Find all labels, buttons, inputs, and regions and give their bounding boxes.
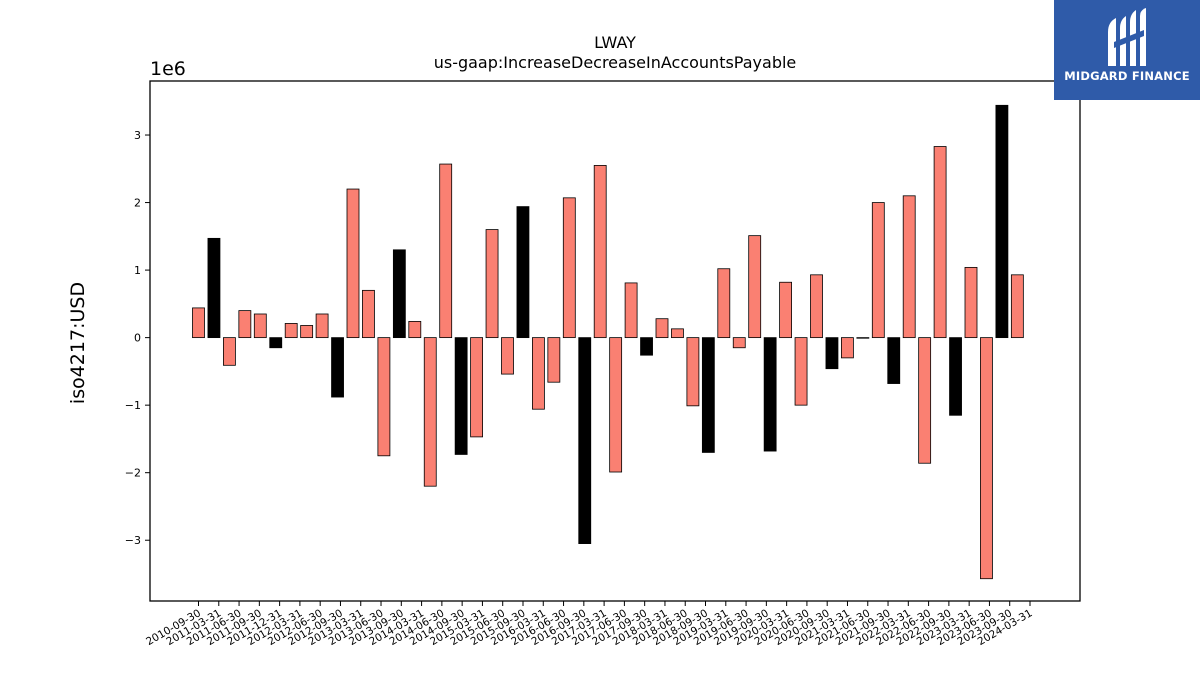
bar [856,337,870,339]
y-multiplier-label: 1e6 [150,58,186,80]
logo-text: MIDGARD FINANCE [1064,69,1190,83]
bar [253,313,267,339]
bar [222,337,236,366]
bar [331,337,344,398]
bar [392,249,406,339]
bar [964,266,978,339]
bars-layer [192,104,1024,580]
bar [717,268,731,339]
bar [902,195,916,339]
bar [377,337,391,457]
bar [516,206,530,339]
bar [423,337,437,487]
bar [825,337,839,370]
bar [439,163,453,339]
bar [949,337,962,416]
bar [593,165,607,339]
bar [671,328,684,339]
bar [779,281,792,339]
bar [732,337,746,349]
bar [501,337,514,375]
bar [238,310,252,339]
bar [609,337,623,473]
bar [763,337,777,452]
y-axis-label: iso4217:USD [67,282,89,404]
bar [192,307,205,339]
bar [794,337,808,406]
plot-frame [149,80,1081,602]
bar [315,313,329,339]
bar [655,318,669,339]
bar [485,229,499,339]
bar [841,337,854,359]
bar [933,146,947,339]
bar [871,202,885,339]
bar [300,325,314,339]
y-tick-label: 2 [134,197,141,210]
x-axis-ticks: 2010-09-302011-03-312011-06-302011-09-30… [144,601,1035,648]
bar [362,289,375,339]
bar [748,235,762,339]
bar [624,282,638,339]
bar [532,337,545,410]
bar [640,337,653,356]
bar [810,274,823,339]
y-axis-ticks: −3 −2 −1 0 1 2 3 [125,129,150,547]
bar [562,197,576,339]
midgard-logo-icon [1108,8,1146,66]
bar [207,237,221,339]
bar [887,337,901,384]
y-tick-label: 3 [134,129,141,142]
bar [701,337,715,453]
chart-subtitle: us-gaap:IncreaseDecreaseInAccountsPayabl… [434,53,797,72]
midgard-finance-logo: MIDGARD FINANCE [1054,0,1200,100]
bar [470,337,484,438]
y-tick-label: 1 [134,264,141,277]
bar [346,188,360,339]
bar [284,323,298,339]
bar [995,104,1009,339]
bar [686,337,700,407]
bar [269,337,283,349]
bar [980,337,993,580]
bar [578,337,592,544]
bar [454,337,468,455]
y-tick-label: −1 [125,399,141,412]
y-tick-label: −2 [125,467,141,480]
y-tick-label: 0 [134,332,141,345]
bar [1010,274,1024,339]
y-tick-label: −3 [125,534,141,547]
bar [408,321,422,339]
chart-title: LWAY [594,33,636,52]
bar [547,337,561,383]
bar [918,337,932,464]
